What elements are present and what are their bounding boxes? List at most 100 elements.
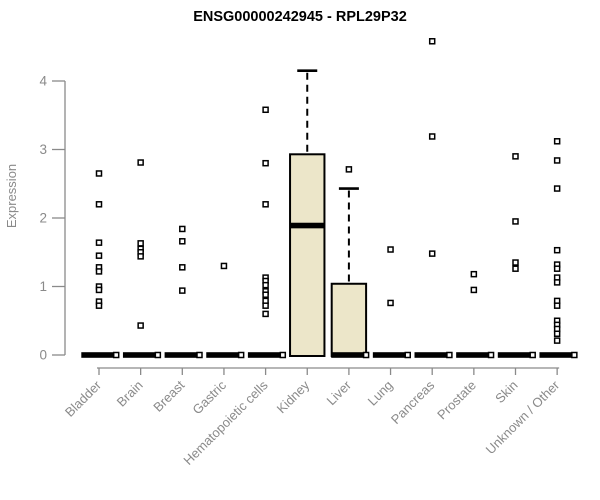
data-point: [553, 302, 561, 309]
y-tick-label: 2: [39, 211, 47, 226]
data-point: [553, 185, 561, 192]
data-point: [137, 240, 144, 247]
data-point: [553, 337, 561, 344]
x-tick-label: Breast: [150, 377, 187, 414]
data-point: [553, 279, 561, 286]
collapsed-box-bar: [247, 352, 284, 358]
boxplot-group: [539, 138, 578, 359]
median-line: [331, 352, 367, 358]
boxplot-group: [414, 38, 453, 359]
data-point: [179, 264, 186, 271]
zero-data-point: [571, 351, 578, 359]
collapsed-box-bar: [539, 352, 575, 358]
data-point: [553, 157, 561, 164]
data-point: [428, 38, 436, 45]
x-tick-label: Kidney: [274, 377, 313, 416]
zero-data-point: [154, 351, 162, 359]
collapsed-box-bar: [456, 352, 492, 358]
collapsed-box-bar: [122, 352, 159, 358]
x-tick-label: Prostate: [434, 378, 479, 423]
zero-data-point: [196, 351, 203, 359]
collapsed-box-bar: [206, 352, 242, 358]
boxplot-group: [330, 166, 370, 359]
y-tick-label: 3: [39, 142, 47, 157]
collapsed-box-bar: [414, 352, 450, 358]
y-tick-label: 4: [39, 74, 47, 89]
data-point: [512, 265, 519, 272]
data-point: [387, 246, 394, 253]
x-tick-label: Skin: [492, 378, 520, 406]
boxplot-group: [206, 262, 245, 359]
y-axis: 0 1 2 3 4 Expression: [4, 74, 66, 363]
data-point: [137, 322, 144, 329]
data-point: [262, 159, 269, 167]
data-point: [512, 218, 519, 225]
box: [289, 153, 326, 357]
data-point: [220, 262, 228, 270]
data-point: [262, 302, 269, 309]
collapsed-box-bar: [372, 352, 409, 358]
data-point: [262, 310, 269, 318]
data-point: [553, 330, 561, 338]
chart-title: ENSG00000242945 - RPL29P32: [193, 9, 407, 25]
data-point: [428, 250, 436, 257]
data-point: [95, 252, 103, 259]
boxplot-group: [456, 270, 495, 359]
box: [330, 282, 368, 358]
data-point: [262, 281, 269, 289]
data-point: [512, 259, 519, 266]
x-tick-label: Brain: [114, 378, 146, 410]
data-point: [95, 170, 103, 177]
zero-data-point: [112, 351, 120, 359]
boxplot-group: [247, 106, 287, 359]
data-point: [95, 302, 103, 309]
data-point: [470, 270, 478, 278]
data-point: [262, 106, 269, 114]
data-point: [179, 287, 186, 294]
x-tick-label: Pancreas: [388, 377, 438, 427]
x-tick-label: Liver: [323, 377, 354, 408]
boxplot-group: [289, 69, 326, 357]
x-tick-label: Lung: [365, 378, 396, 409]
data-point: [553, 246, 561, 254]
y-tick-label: 0: [39, 348, 47, 363]
x-tick-label: Bladder: [62, 377, 105, 420]
boxplot-group: [497, 153, 536, 359]
data-point: [179, 238, 186, 245]
data-point: [179, 225, 186, 233]
zero-data-point: [446, 351, 453, 359]
data-point: [95, 239, 103, 246]
data-point: [428, 133, 436, 140]
data-point: [262, 291, 269, 298]
data-point: [95, 268, 103, 275]
boxplot-group: [81, 170, 120, 359]
y-axis-title: Expression: [4, 164, 19, 228]
boxplot-group: [122, 159, 162, 359]
zero-data-point: [529, 351, 536, 359]
median-line: [290, 222, 325, 229]
collapsed-box-bar: [81, 352, 117, 358]
x-tick-label: Unknown / Other: [483, 377, 563, 457]
zero-data-point: [362, 351, 370, 359]
data-point: [95, 201, 103, 208]
y-tick-label: 1: [39, 279, 47, 294]
x-tick-label: Gastric: [189, 377, 229, 417]
data-point: [553, 265, 561, 272]
boxplot-group: [372, 246, 411, 359]
data-point: [262, 201, 269, 208]
collapsed-box-bar: [497, 352, 534, 358]
data-point: [137, 253, 144, 260]
zero-data-point: [237, 351, 245, 359]
data-point: [512, 153, 519, 160]
zero-data-point: [279, 351, 287, 359]
collapsed-box-bar: [164, 352, 200, 358]
data-point: [345, 166, 353, 173]
data-point: [470, 286, 478, 294]
zero-data-point: [404, 351, 411, 359]
data-point: [553, 138, 561, 145]
boxplot-group: [164, 225, 203, 359]
data-point: [387, 299, 394, 307]
